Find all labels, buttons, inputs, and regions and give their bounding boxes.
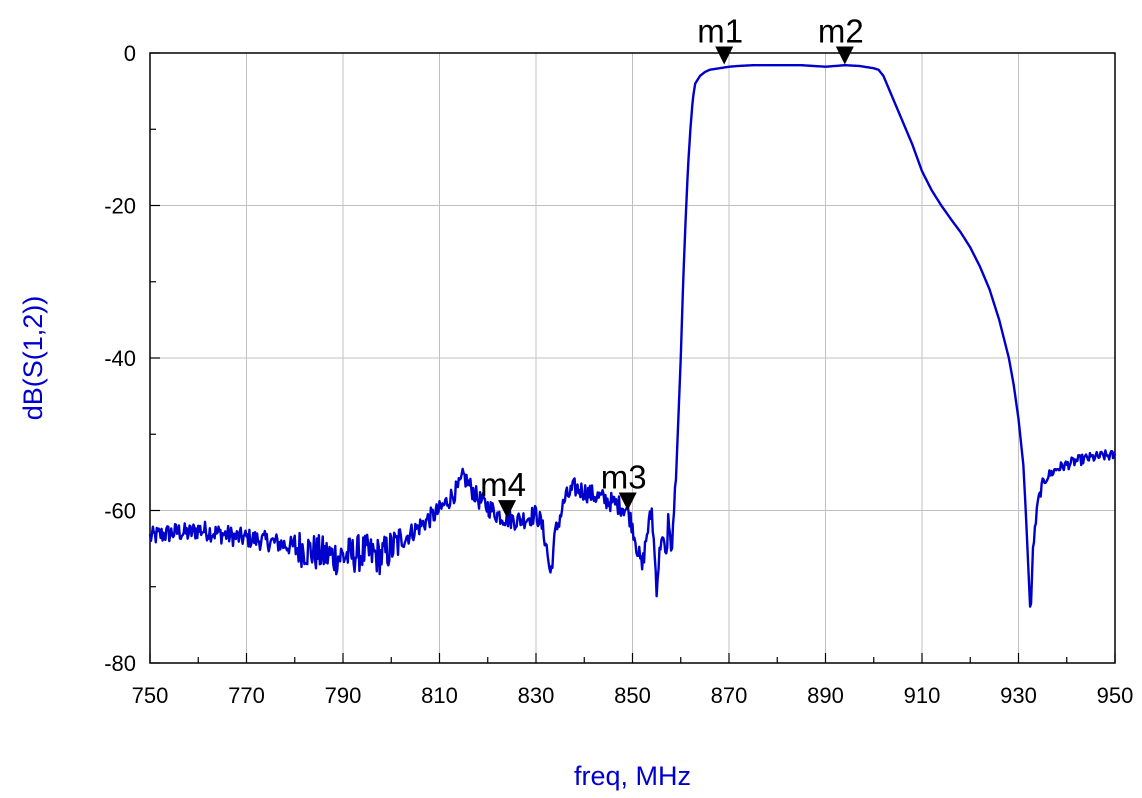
marker-m3-label: m3 xyxy=(601,459,647,496)
x-axis-title: freq, MHz xyxy=(574,761,691,791)
y-tick-label: -20 xyxy=(104,194,136,219)
x-tick-label: 910 xyxy=(904,683,941,708)
x-tick-label: 930 xyxy=(1000,683,1037,708)
markers: m1 m2 m3 m4 xyxy=(480,12,864,519)
marker-m2-label: m2 xyxy=(818,12,864,49)
marker-m4-label: m4 xyxy=(480,466,526,503)
x-tick-labels: 750 770 790 810 830 850 870 890 910 930 950 xyxy=(132,683,1134,708)
s12-series-line xyxy=(148,64,1117,608)
x-tick-label: 810 xyxy=(421,683,458,708)
marker-m4-triangle xyxy=(498,500,517,519)
y-axis-title: dB(S(1,2)) xyxy=(18,296,48,421)
y-tick-labels: 0 -20 -40 -60 -80 xyxy=(104,41,136,676)
y-tick-label: -40 xyxy=(104,346,136,371)
x-tick-label: 870 xyxy=(711,683,748,708)
marker-m3-triangle xyxy=(618,492,637,511)
marker-m1-triangle xyxy=(715,46,734,65)
x-tick-label: 790 xyxy=(325,683,362,708)
marker-m1-label: m1 xyxy=(697,12,743,49)
x-tick-label: 890 xyxy=(807,683,844,708)
y-tick-label: 0 xyxy=(124,41,136,66)
x-tick-label: 850 xyxy=(614,683,651,708)
x-tick-label: 950 xyxy=(1097,683,1134,708)
axis-ticks xyxy=(149,52,1116,664)
marker-m2-triangle xyxy=(835,46,854,65)
grid xyxy=(150,53,1115,663)
y-tick-label: -60 xyxy=(104,499,136,524)
x-tick-label: 770 xyxy=(228,683,265,708)
x-tick-label: 750 xyxy=(132,683,169,708)
y-tick-label: -80 xyxy=(104,651,136,676)
x-tick-label: 830 xyxy=(518,683,555,708)
